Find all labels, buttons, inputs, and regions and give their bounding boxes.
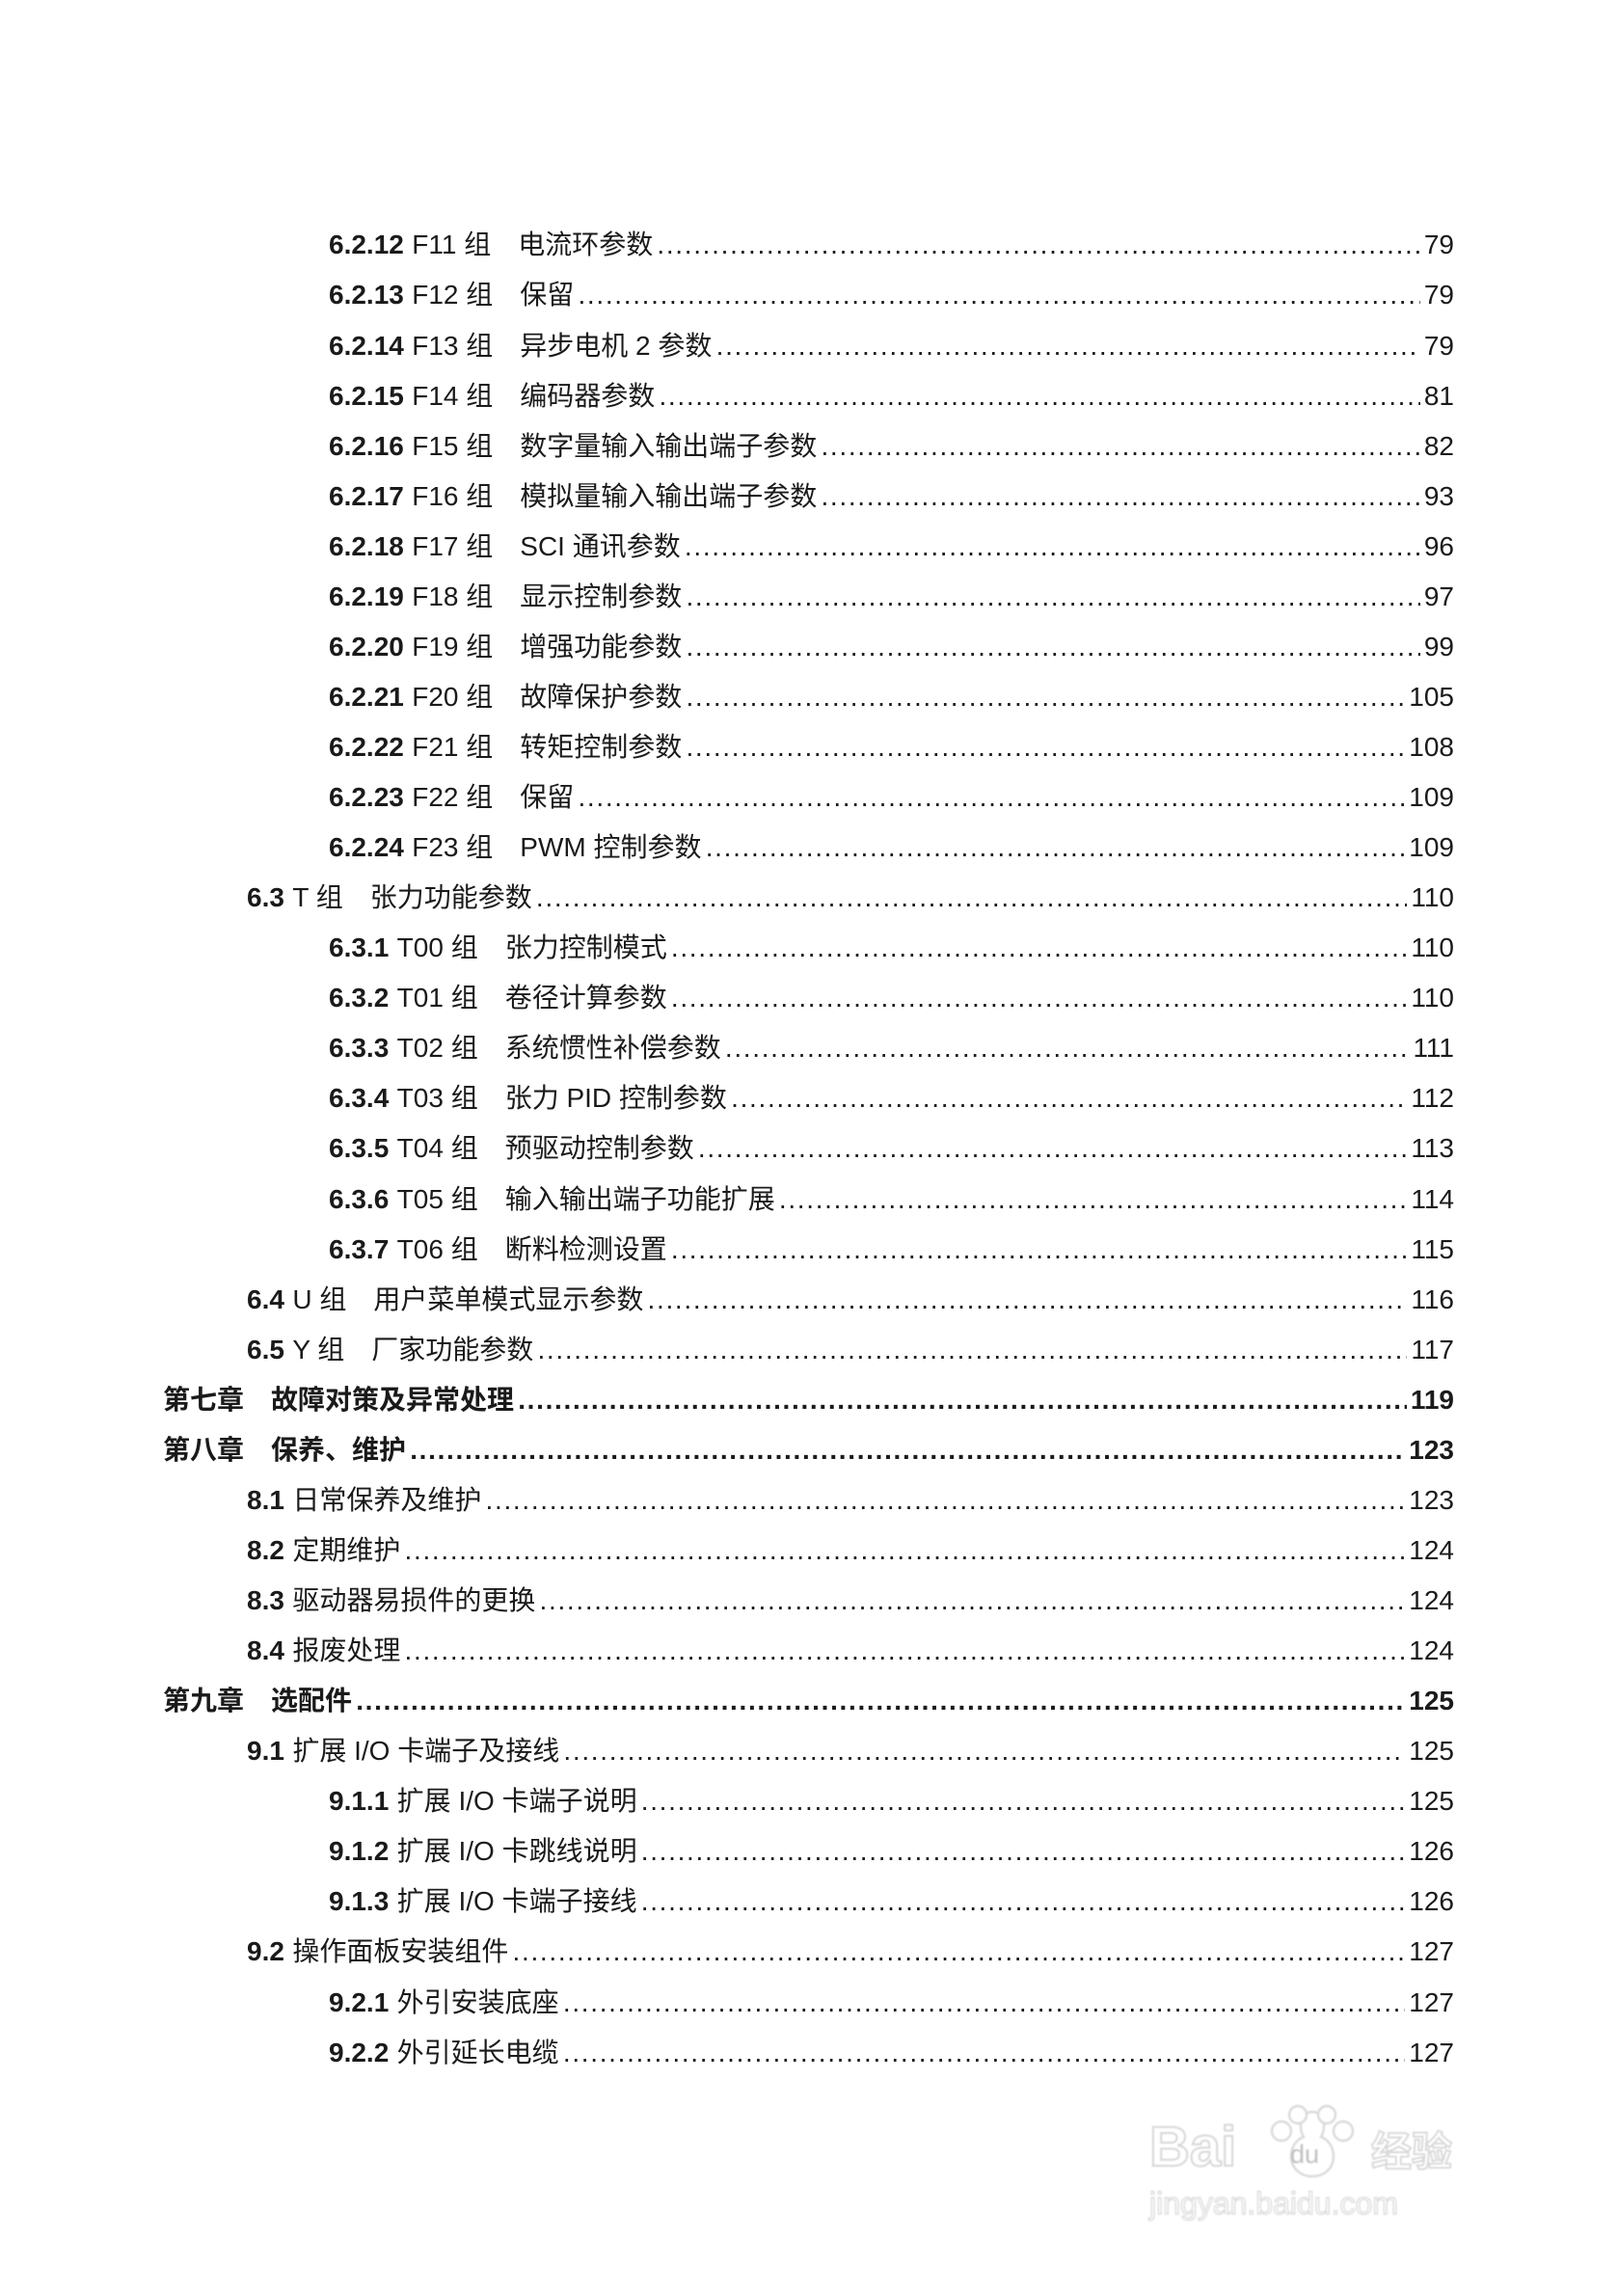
svg-text:jingyan.baidu.com: jingyan.baidu.com xyxy=(1148,2186,1398,2221)
svg-text:经验: 经验 xyxy=(1371,2120,1452,2178)
svg-text:Bai: Bai xyxy=(1149,2116,1236,2178)
svg-text:du: du xyxy=(1290,2140,1319,2169)
